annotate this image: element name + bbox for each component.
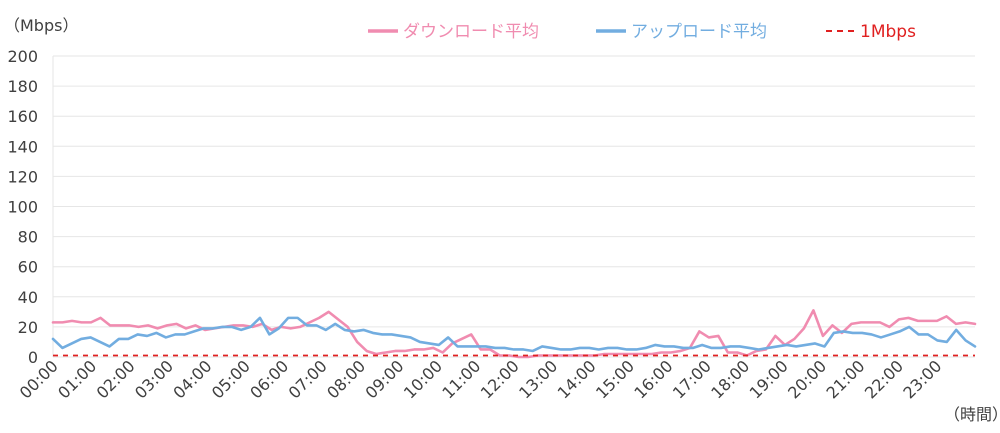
y-tick-label: 20 <box>18 318 38 337</box>
x-tick-label: 15:00 <box>592 356 638 402</box>
x-tick-label: 14:00 <box>554 356 600 402</box>
x-tick-label: 19:00 <box>746 356 792 402</box>
y-tick-label: 120 <box>7 167 38 186</box>
legend-item-upload: アップロード平均 <box>596 22 767 42</box>
y-tick-label: 180 <box>7 77 38 96</box>
legend-upload-label: アップロード平均 <box>631 22 767 42</box>
x-tick-label: 16:00 <box>630 356 676 402</box>
legend: ダウンロード平均 アップロード平均 1Mbps <box>368 22 916 42</box>
x-tick-label: 08:00 <box>323 356 369 402</box>
x-tick-label: 22:00 <box>861 356 907 402</box>
x-tick-label: 12:00 <box>477 356 523 402</box>
x-tick-label: 17:00 <box>669 356 715 402</box>
y-tick-label: 60 <box>18 258 38 277</box>
x-tick-label: 01:00 <box>54 356 100 402</box>
y-tick-label: 0 <box>28 348 38 367</box>
legend-item-download: ダウンロード平均 <box>368 22 539 42</box>
x-tick-label: 18:00 <box>707 356 753 402</box>
x-tick-label: 13:00 <box>515 356 561 402</box>
x-tick-label: 20:00 <box>784 356 830 402</box>
x-tick-label: 02:00 <box>93 356 139 402</box>
x-tick-label: 04:00 <box>169 356 215 402</box>
x-tick-label: 06:00 <box>246 356 292 402</box>
legend-download-label: ダウンロード平均 <box>403 22 539 42</box>
legend-item-threshold: 1Mbps <box>826 22 916 42</box>
x-tick-label: 09:00 <box>362 356 408 402</box>
x-tick-label: 05:00 <box>208 356 254 402</box>
gridlines <box>52 55 975 358</box>
x-axis-ticks: 00:0001:0002:0003:0004:0005:0006:0007:00… <box>16 356 946 402</box>
x-tick-label: 00:00 <box>16 356 62 402</box>
x-tick-label: 21:00 <box>823 356 869 402</box>
x-tick-label: 23:00 <box>899 356 945 402</box>
x-tick-label: 07:00 <box>285 356 331 402</box>
y-tick-label: 80 <box>18 228 38 247</box>
y-tick-label: 100 <box>7 198 38 217</box>
x-axis-unit-label: （時間） <box>944 405 1000 424</box>
y-tick-label: 40 <box>18 288 38 307</box>
y-tick-label: 140 <box>7 137 38 156</box>
y-axis-ticks: 0 20 40 60 80 100 120 140 160 180 200 <box>7 47 38 367</box>
x-tick-label: 03:00 <box>131 356 177 402</box>
series-line-upload <box>51 316 977 353</box>
x-tick-label: 11:00 <box>438 356 484 402</box>
legend-threshold-label: 1Mbps <box>860 22 916 42</box>
plot-area <box>51 309 977 359</box>
y-axis-unit-label: （Mbps） <box>4 16 78 35</box>
x-tick-label: 10:00 <box>400 356 446 402</box>
y-tick-label: 200 <box>7 47 38 66</box>
y-tick-label: 160 <box>7 107 38 126</box>
